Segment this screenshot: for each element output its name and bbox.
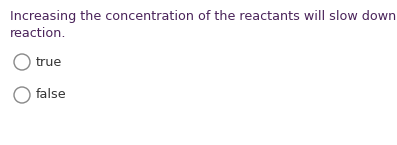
Text: true: true: [36, 56, 62, 68]
Text: false: false: [36, 88, 67, 102]
Text: reaction.: reaction.: [10, 27, 67, 40]
Text: Increasing the concentration of the reactants will slow down the: Increasing the concentration of the reac…: [10, 10, 397, 23]
Circle shape: [14, 87, 30, 103]
Circle shape: [14, 54, 30, 70]
